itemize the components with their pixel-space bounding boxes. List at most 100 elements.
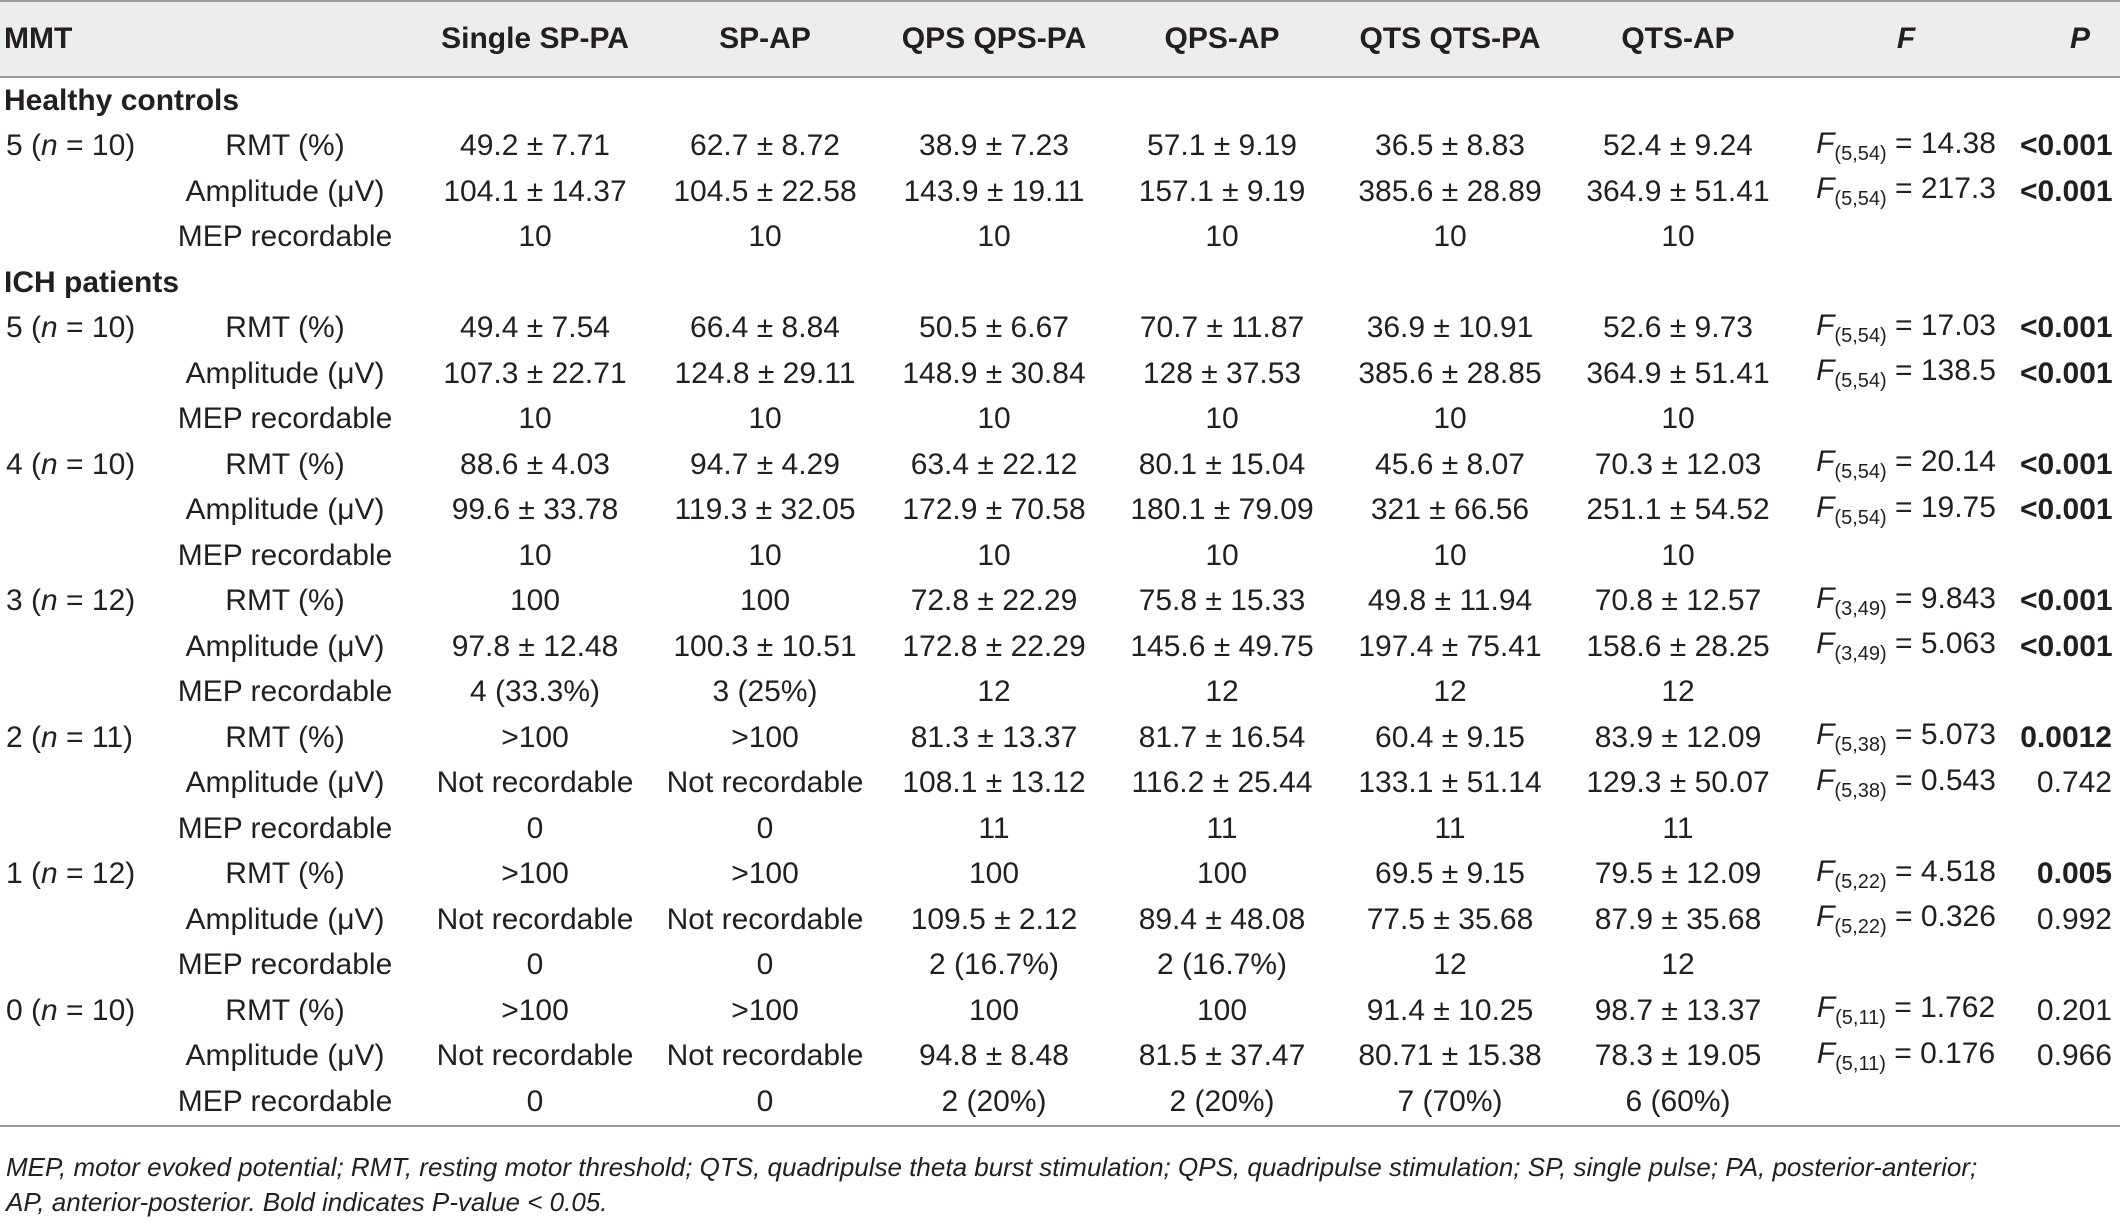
mmt-n-count: = 12) xyxy=(57,584,136,618)
value-cell: 87.9 ± 35.68 xyxy=(1594,902,1762,936)
f-stat-cell: F(5,54) = 20.14 xyxy=(1792,442,2020,488)
f-stat-cell: F(3,49) = 9.843 xyxy=(1792,579,2020,625)
value-cell: 3 (25%) xyxy=(712,675,818,709)
mmt-cell xyxy=(0,397,150,443)
value-cell: 180.1 ± 79.09 xyxy=(1130,493,1314,527)
f-degrees: (5,11) xyxy=(1835,1007,1886,1030)
header-measure xyxy=(150,1,420,77)
p-value-cell: 0.992 xyxy=(2036,902,2112,936)
f-symbol: F xyxy=(1816,763,1835,797)
value-cell: 10 xyxy=(748,402,782,436)
mmt-cell xyxy=(0,215,150,261)
f-stat-cell: F(5,38) = 0.543 xyxy=(1792,761,2020,807)
value-cell: 12 xyxy=(977,675,1011,709)
mmt-cell: 1 (n = 12) xyxy=(0,852,150,898)
f-stat-cell xyxy=(1792,943,2020,989)
measure-label: Amplitude (μV) xyxy=(185,766,385,800)
value-cell: >100 xyxy=(731,993,799,1027)
f-degrees: (5,54) xyxy=(1834,324,1887,347)
mmt-cell xyxy=(0,1079,150,1127)
f-value: = 17.03 xyxy=(1886,308,1996,342)
value-cell: 10 xyxy=(977,402,1011,436)
f-value: = 138.5 xyxy=(1886,354,1996,388)
value-cell: 38.9 ± 7.23 xyxy=(919,129,1069,163)
table-row: 1 (n = 12) RMT (%) >100 >100 100 100 69.5 ± 9.… xyxy=(0,852,2120,898)
p-value-cell xyxy=(2020,215,2120,261)
measure-label: Amplitude (μV) xyxy=(185,902,385,936)
measure-label: MEP recordable xyxy=(177,675,393,709)
measure-label: RMT (%) xyxy=(225,857,345,891)
p-value-cell: <0.001 xyxy=(2020,311,2113,345)
value-cell: 49.8 ± 11.94 xyxy=(1367,584,1533,618)
value-cell: 70.3 ± 12.03 xyxy=(1594,447,1762,481)
measure-label: Amplitude (μV) xyxy=(185,493,385,527)
value-cell: 79.5 ± 12.09 xyxy=(1594,857,1762,891)
p-value-cell: <0.001 xyxy=(2020,584,2113,618)
mmt-cell xyxy=(0,761,150,807)
table-row: 5 (n = 10) RMT (%) 49.2 ± 7.71 62.7 ± 8.72 3… xyxy=(0,124,2120,170)
f-degrees: (5,22) xyxy=(1834,870,1887,893)
value-cell: 98.7 ± 13.37 xyxy=(1594,993,1762,1027)
f-stat-cell: F(5,22) = 4.518 xyxy=(1792,852,2020,898)
value-cell: 94.8 ± 8.48 xyxy=(919,1039,1069,1073)
value-cell: 91.4 ± 10.25 xyxy=(1366,993,1534,1027)
mmt-n-count: = 10) xyxy=(57,447,136,481)
mmt-score: 2 ( xyxy=(6,720,42,754)
p-value-cell: <0.001 xyxy=(2020,129,2113,163)
mmt-n-symbol: n xyxy=(41,857,58,891)
f-degrees: (5,22) xyxy=(1834,916,1887,939)
value-cell: 10 xyxy=(1661,220,1695,254)
value-cell: 145.6 ± 49.75 xyxy=(1130,629,1314,663)
table-row: MEP recordable 0 0 2 (20%) 2 (20%) 7 (70%) 6 (… xyxy=(0,1079,2120,1127)
f-value: = 5.063 xyxy=(1886,627,1996,661)
results-table: MMT Single SP-PA SP-AP QPS QPS-PA QPS-AP… xyxy=(0,1,2120,1127)
mmt-n-count: = 12) xyxy=(57,857,136,891)
f-stat-cell xyxy=(1792,670,2020,716)
value-cell: 81.7 ± 16.54 xyxy=(1138,720,1306,754)
value-cell: 10 xyxy=(518,220,552,254)
table-footnote: MEP, motor evoked potential; RMT, restin… xyxy=(6,1150,2106,1220)
value-cell: 100 xyxy=(968,993,1020,1027)
f-value: = 0.326 xyxy=(1886,900,1996,934)
measure-label: RMT (%) xyxy=(225,720,345,754)
mmt-cell xyxy=(0,533,150,579)
value-cell: 0 xyxy=(420,1079,650,1127)
value-cell: 0 xyxy=(650,1079,880,1127)
value-cell: 11 xyxy=(1434,811,1466,845)
header-qps-ap: QPS-AP xyxy=(1164,22,1280,55)
value-cell: 100 xyxy=(968,857,1020,891)
measure-label: Amplitude (μV) xyxy=(185,356,385,390)
mmt-n-symbol: n xyxy=(41,993,58,1027)
table-row: MEP recordable 10 10 10 10 10 10 xyxy=(0,215,2120,261)
value-cell: 10 xyxy=(1433,402,1467,436)
value-cell: 7 (70%) xyxy=(1336,1079,1564,1127)
header-qps-pa: QPS QPS-PA xyxy=(901,22,1087,55)
f-degrees: (5,54) xyxy=(1834,461,1887,484)
f-degrees: (3,49) xyxy=(1834,597,1887,620)
value-cell: 6 (60%) xyxy=(1564,1079,1792,1127)
value-cell: 10 xyxy=(1205,220,1239,254)
mmt-n-count: = 11) xyxy=(57,720,134,754)
f-stat-cell: F(5,11) = 0.176 xyxy=(1792,1034,2020,1080)
f-symbol: F xyxy=(1816,126,1835,160)
p-value-cell: 0.005 xyxy=(2036,857,2112,891)
value-cell: 119.3 ± 32.05 xyxy=(674,493,856,527)
f-stat-cell xyxy=(1792,1079,2020,1127)
measure-label: MEP recordable xyxy=(177,538,393,572)
value-cell: Not recordable xyxy=(436,902,634,936)
measure-label: Amplitude (μV) xyxy=(185,1039,385,1073)
measure-label: Amplitude (μV) xyxy=(185,629,385,663)
value-cell: 89.4 ± 48.08 xyxy=(1138,902,1306,936)
value-cell: Not recordable xyxy=(666,766,864,800)
value-cell: 12 xyxy=(1433,948,1467,982)
f-stat-cell: F(5,38) = 5.073 xyxy=(1792,715,2020,761)
f-value: = 0.543 xyxy=(1886,763,1996,797)
f-symbol: F xyxy=(1816,900,1835,934)
f-value: = 9.843 xyxy=(1886,581,1996,615)
group-title: ICH patients xyxy=(4,265,180,299)
table-row: Amplitude (μV) 107.3 ± 22.71 124.8 ± 29.11… xyxy=(0,351,2120,397)
p-value-cell xyxy=(2020,806,2120,852)
value-cell: 10 xyxy=(1205,538,1239,572)
table-row: 4 (n = 10) RMT (%) 88.6 ± 4.03 94.7 ± 4.29 6… xyxy=(0,442,2120,488)
p-value-cell: <0.001 xyxy=(2020,629,2113,663)
